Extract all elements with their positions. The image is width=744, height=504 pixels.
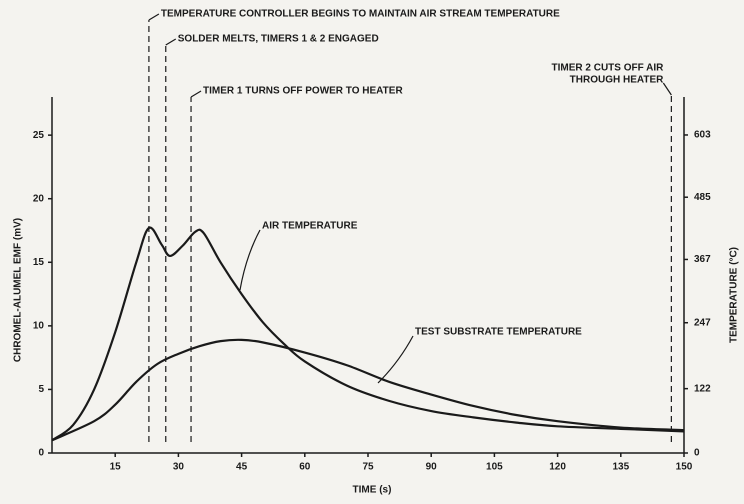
- event-label: TIMER 1 TURNS OFF POWER TO HEATER: [203, 86, 403, 97]
- event-leader: [190, 90, 202, 98]
- y-tick-label: 15: [33, 257, 45, 268]
- x-tick-label: 90: [426, 462, 438, 473]
- x-tick-label: 150: [676, 462, 693, 473]
- y2-tick-label: 603: [694, 130, 711, 141]
- x-tick-label: 75: [362, 462, 374, 473]
- x-tick-label: 60: [299, 462, 311, 473]
- y-tick-label: 5: [38, 384, 44, 395]
- event-label: TIMER 2 CUTS OFF AIR: [552, 63, 665, 74]
- line-series: [51, 338, 685, 442]
- y2-axis-label: TEMPERATURE (°C): [729, 247, 740, 343]
- x-tick-label: 15: [110, 462, 122, 473]
- y2-tick-label: 247: [694, 317, 711, 328]
- x-tick-label: 30: [173, 462, 185, 473]
- y2-tick-label: 485: [694, 192, 711, 203]
- leader: [239, 229, 261, 291]
- y2-tick-label: 367: [694, 254, 711, 265]
- event-label: TEMPERATURE CONTROLLER BEGINS TO MAINTAI…: [161, 9, 560, 20]
- y2-tick-label: 122: [694, 383, 711, 394]
- event-leader: [148, 13, 160, 21]
- x-tick-label: 45: [236, 462, 248, 473]
- x-tick-label: 135: [612, 462, 629, 473]
- line-series: [51, 226, 685, 442]
- y-axis-label: CHROMEL-ALUMEL EMF (mV): [13, 218, 24, 362]
- event-leader: [662, 82, 672, 96]
- leader: [377, 335, 414, 384]
- series-label: TEST SUBSTRATE TEMPERATURE: [415, 327, 582, 338]
- series-label: AIR TEMPERATURE: [262, 221, 358, 232]
- x-tick-label: 120: [549, 462, 566, 473]
- y-tick-label: 25: [33, 130, 45, 141]
- y-tick-label: 0: [38, 448, 44, 459]
- x-tick-label: 105: [486, 462, 503, 473]
- event-label: SOLDER MELTS, TIMERS 1 & 2 ENGAGED: [178, 34, 379, 45]
- y-tick-label: 20: [33, 193, 45, 204]
- event-leader: [165, 38, 177, 46]
- event-label: THROUGH HEATER: [570, 75, 664, 86]
- x-axis-label: TIME (s): [353, 485, 392, 496]
- y2-tick-label: 0: [694, 448, 700, 459]
- y-tick-label: 10: [33, 320, 45, 331]
